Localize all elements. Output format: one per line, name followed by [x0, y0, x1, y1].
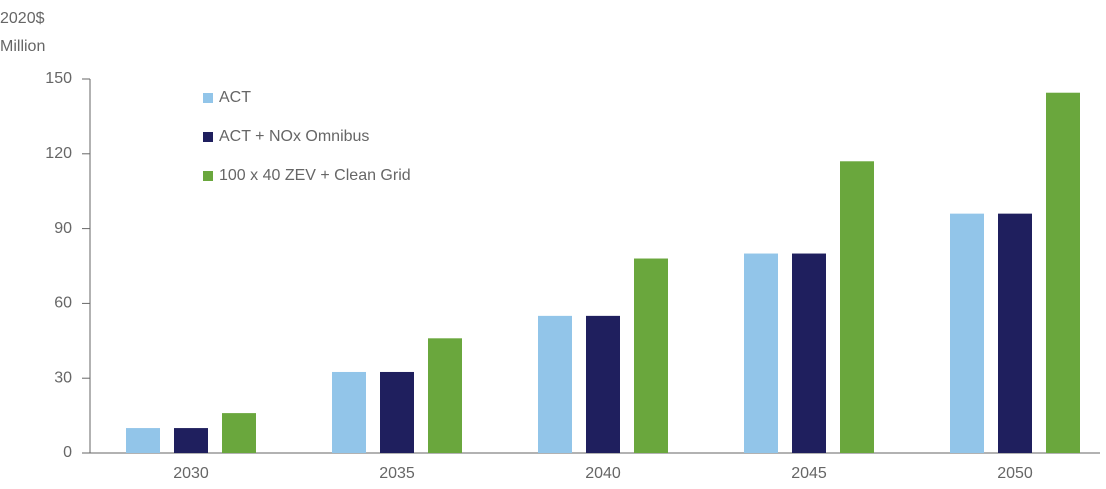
y-tick-label: 90 [54, 220, 72, 237]
legend-label: ACT + NOx Omnibus [219, 128, 369, 145]
bar [428, 338, 462, 453]
x-tick-label: 2030 [173, 465, 209, 482]
x-tick-label: 2040 [585, 465, 621, 482]
bar [380, 371, 414, 453]
legend-swatch [203, 93, 213, 103]
bar [950, 213, 984, 453]
legend-label: 100 x 40 ZEV + Clean Grid [219, 167, 411, 184]
y-axis-label: Million [0, 38, 45, 55]
bar [1046, 92, 1080, 454]
bar [332, 371, 366, 453]
x-tick-label: 2045 [791, 465, 827, 482]
y-tick-label: 120 [45, 145, 72, 162]
bar [634, 258, 668, 453]
bar [744, 253, 778, 453]
legend-swatch [203, 132, 213, 142]
bar [840, 161, 874, 453]
bar [126, 428, 160, 453]
bar [998, 213, 1032, 453]
y-tick-label: 60 [54, 295, 72, 312]
y-tick-label: 0 [63, 444, 72, 461]
y-axis-label: 2020$ [0, 10, 45, 27]
legend-label: ACT [219, 89, 251, 106]
bar [538, 315, 572, 453]
bar [174, 428, 208, 453]
y-tick-label: 150 [45, 70, 72, 87]
legend-swatch [203, 171, 213, 181]
bar [222, 413, 256, 453]
x-tick-label: 2035 [379, 465, 415, 482]
bar [792, 253, 826, 453]
x-tick-label: 2050 [997, 465, 1033, 482]
bar [586, 315, 620, 453]
y-tick-label: 30 [54, 369, 72, 386]
